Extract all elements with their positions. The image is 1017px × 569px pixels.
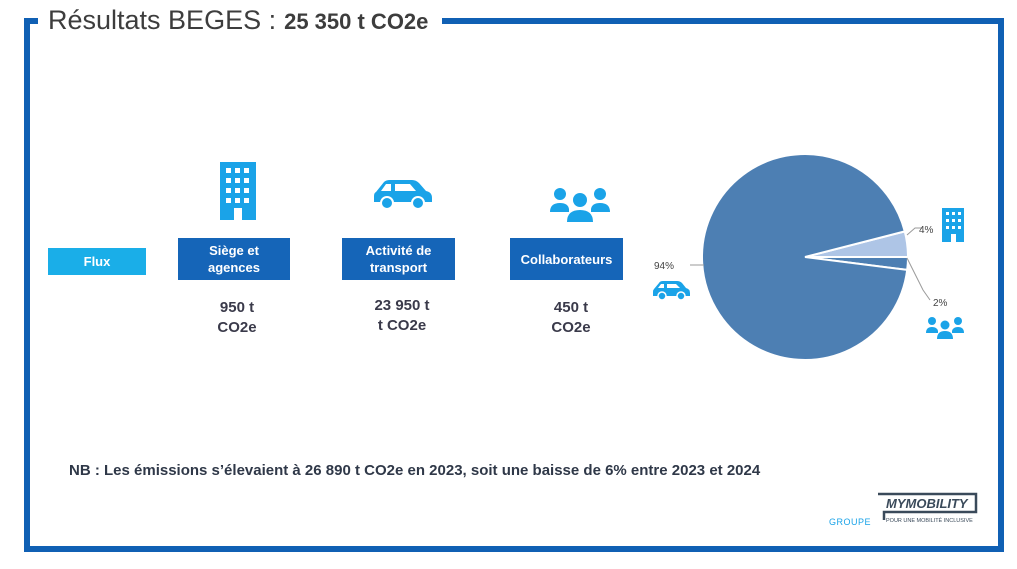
mymobility-logo: GROUPE MYMOBILITY POUR UNE MOBILITÉ INCL…: [826, 492, 978, 528]
logo-groupe: GROUPE: [829, 517, 871, 527]
page-title: Résultats BEGES : 25 350 t CO2e: [38, 0, 443, 38]
leader-line-4pct: [906, 227, 922, 236]
pie-slice-94pct: [701, 153, 909, 361]
category-siege-label: Siège et agences: [207, 243, 261, 275]
category-collab-label: Collaborateurs: [520, 251, 613, 267]
value-unit: CO2e: [217, 319, 257, 336]
category-siege-value: 950 t CO2e: [192, 298, 282, 338]
leader-line-2pct: [906, 257, 931, 301]
value-line: 450 t: [553, 299, 589, 316]
category-collab-value: 450 t CO2e: [526, 298, 616, 338]
category-collab-box: Collaborateurs: [510, 238, 623, 280]
title-total-value: 25 350 t CO2e: [284, 9, 429, 34]
pie-label-2pct: 2%: [933, 298, 948, 309]
slide-frame: [24, 18, 1004, 552]
value-unit: CO2e: [551, 319, 591, 336]
note-text: NB : Les émissions s’élevaient à 26 890 …: [69, 462, 761, 479]
pie-people-icon: [926, 317, 964, 339]
pie-label-94pct: 94%: [654, 261, 674, 272]
people-icon: [550, 188, 610, 222]
category-transport-label: Activité de transport: [365, 243, 432, 275]
pie-label-4pct: 4%: [919, 225, 934, 236]
pie-chart: 94% 4% 2%: [653, 153, 964, 361]
value-unit: t CO2e: [377, 317, 427, 334]
flux-label: Flux: [48, 248, 146, 275]
logo-tagline: POUR UNE MOBILITÉ INCLUSIVE: [886, 517, 973, 524]
building-icon: [220, 162, 256, 220]
title-main: Résultats BEGES :: [48, 5, 277, 35]
category-transport-value: 23 950 t t CO2e: [352, 296, 452, 336]
pie-car-icon: [653, 281, 690, 301]
logo-brand: MYMOBILITY: [886, 496, 969, 511]
value-line: 950 t: [219, 299, 255, 316]
category-siege-box: Siège et agences: [178, 238, 290, 280]
category-transport-box: Activité de transport: [342, 238, 455, 280]
car-icon: [374, 180, 432, 210]
pie-building-icon: [942, 208, 964, 242]
value-line: 23 950 t: [374, 297, 430, 314]
